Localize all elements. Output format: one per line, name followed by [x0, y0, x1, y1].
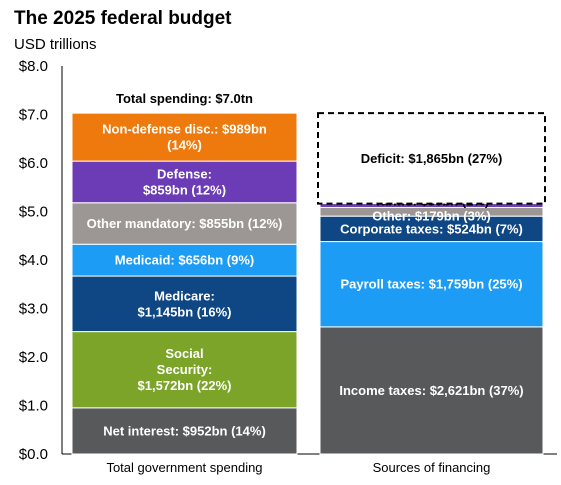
bar-segment — [71, 160, 298, 204]
segment-label: Payroll taxes: $1,759bn (25%) — [340, 277, 522, 292]
bar-segment — [319, 241, 544, 328]
x-axis: Total government spending Sources of fina… — [106, 460, 490, 475]
segment-label: Defense: — [157, 166, 212, 181]
x-category-label: Sources of financing — [373, 460, 491, 475]
stack-bar: Net interest: $952bn (14%) SocialSecurity… — [71, 112, 298, 455]
segment-label: Medicaid: $656bn (9%) — [115, 253, 254, 268]
bar-segment — [71, 275, 298, 333]
bar-segment — [71, 112, 298, 162]
segment-label: $1,145bn (16%) — [138, 304, 232, 319]
total-spending-annotation: Total spending: $7.0tn — [116, 91, 253, 106]
stack-bar: Income taxes: $2,621bn (37%) Payroll taxe… — [317, 112, 546, 455]
y-tick-label: $6.0 — [19, 155, 48, 172]
segment-label: $859bn (12%) — [143, 182, 226, 197]
y-axis: $0.0 $1.0 $2.0 $3.0 $4.0 $5.0 $6.0 $7.0 $8.0 — [19, 58, 48, 463]
segment-label: Other: $179bn (3%) — [372, 209, 490, 224]
segment-label: $1,572bn (22%) — [138, 378, 232, 393]
chart-subtitle: USD trillions — [14, 36, 97, 53]
chart-title: The 2025 federal budget — [14, 8, 232, 29]
segment-label: (14%) — [167, 138, 202, 153]
bar-segment — [317, 112, 546, 205]
bar-segment — [319, 326, 544, 455]
y-tick-label: $5.0 — [19, 204, 48, 221]
y-tick-label: $2.0 — [19, 349, 48, 366]
y-tick-label: $0.0 — [19, 446, 48, 463]
x-category-label: Total government spending — [106, 460, 262, 475]
y-tick-label: $3.0 — [19, 301, 48, 318]
segment-label: Non-defense disc.: $989bn — [102, 122, 267, 137]
y-tick-label: $1.0 — [19, 398, 48, 415]
segment-label: Deficit: $1,865bn (27%) — [361, 151, 503, 166]
segment-label: Corporate taxes: $524bn (7%) — [340, 221, 523, 236]
bar-segment — [71, 407, 298, 455]
segment-label: Social — [165, 346, 203, 361]
segment-label: Income taxes: $2,621bn (37%) — [339, 383, 523, 398]
segment-label: Medicare: — [154, 288, 215, 303]
y-tick-label: $8.0 — [19, 58, 48, 75]
bar-segment — [71, 243, 298, 277]
bar-segment — [71, 202, 298, 245]
y-tick-label: $7.0 — [19, 107, 48, 124]
segment-label: Security: — [157, 362, 213, 377]
segment-label: Net interest: $952bn (14%) — [103, 423, 266, 438]
plot-area: Net interest: $952bn (14%) SocialSecurity… — [61, 66, 557, 455]
segment-label: Other mandatory: $855bn (12%) — [87, 216, 283, 231]
y-tick-label: $4.0 — [19, 252, 48, 269]
